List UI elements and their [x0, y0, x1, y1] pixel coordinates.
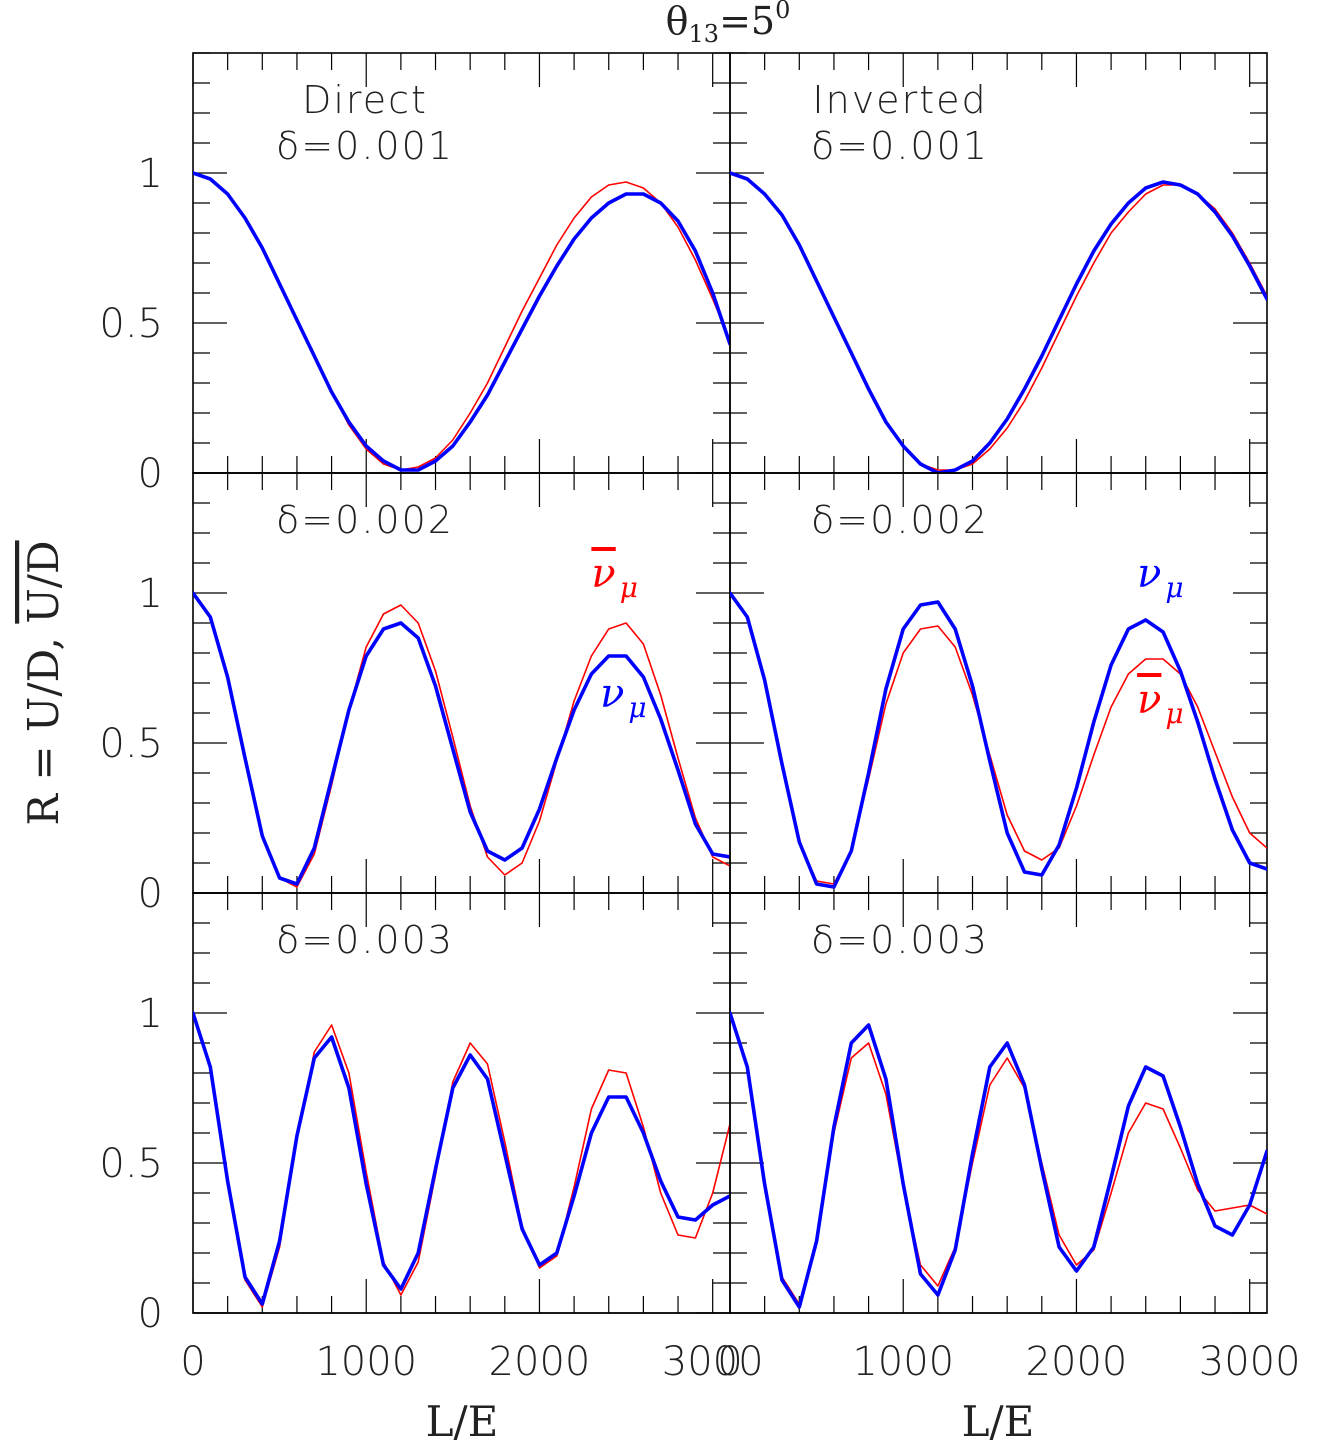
- series-line-nu-mu: [193, 171, 730, 472]
- delta-label: δ=0.002: [276, 498, 454, 542]
- panel-frame: [192, 52, 731, 474]
- title-theta: θ: [666, 0, 689, 43]
- series-line-nubar-mu: [730, 172, 1267, 471]
- series-line-nubar-mu: [730, 592, 1267, 885]
- y-tick-label: 0: [138, 1291, 163, 1337]
- x-tick-label: 1000: [852, 1339, 954, 1385]
- x-tick-label: 0: [717, 1339, 742, 1385]
- x-tick-label: 2000: [1026, 1339, 1128, 1385]
- y-axis-label-bar: U/D: [19, 540, 68, 623]
- panel-frame: [192, 892, 731, 1314]
- panel-2-1: 0 1000 2000 3000 δ=0.003: [717, 892, 1301, 1385]
- delta-label: δ=0.003: [276, 918, 454, 962]
- y-tick-label: 0: [138, 451, 163, 497]
- delta-label: δ=0.001: [276, 124, 454, 168]
- x-tick-label: 1000: [315, 1339, 417, 1385]
- series-line-nu-mu: [730, 591, 1267, 889]
- y-axis-label: R = U/D, U/D: [19, 540, 68, 825]
- panel-1-1: δ=0.002 ν μ ν μ: [729, 472, 1268, 894]
- x-tick-label: 0: [180, 1339, 205, 1385]
- series-line-nu-mu: [193, 1011, 730, 1306]
- y-tick-label: 1: [138, 991, 163, 1037]
- series-line-nubar-mu: [193, 172, 730, 471]
- figure-title: θ13=50: [666, 0, 791, 48]
- series-line-nubar-mu: [193, 592, 730, 888]
- x-axis-label-right: L/E: [962, 1397, 1035, 1446]
- series-line-nu-mu: [730, 171, 1267, 473]
- y-tick-label: 1: [138, 571, 163, 617]
- panel-2-0: 0 0.5 1 0 1000 2000 3000 δ=0.003: [99, 892, 764, 1385]
- delta-label: δ=0.001: [811, 124, 989, 168]
- title-equals: =5: [719, 0, 775, 43]
- title-superscript: 0: [775, 0, 790, 24]
- svg-text:R = U/D, U/D: R = U/D, U/D: [19, 540, 68, 825]
- title-subscript: 13: [689, 20, 720, 48]
- series-line-nu-mu: [730, 1011, 1267, 1309]
- series-line-nu-mu: [193, 591, 730, 886]
- delta-label: δ=0.002: [811, 498, 989, 542]
- panel-1-0: 0 0.5 1 δ=0.002 ν μ ν μ: [99, 472, 731, 917]
- x-tick-label: 2000: [489, 1339, 591, 1385]
- x-tick-label: 3000: [662, 1339, 764, 1385]
- hierarchy-label: Direct: [302, 78, 428, 122]
- y-tick-label: 0.5: [99, 1141, 163, 1187]
- y-tick-label: 0: [138, 871, 163, 917]
- panel-frame: [729, 52, 1268, 474]
- y-axis-label-main: R = U/D,: [19, 624, 68, 826]
- panel-frame: [192, 472, 731, 894]
- delta-label: δ=0.003: [811, 918, 989, 962]
- panel-grid: 00.51Directδ=0.001Invertedδ=0.00100.51δ=…: [99, 52, 1301, 1385]
- x-tick-label: 3000: [1199, 1339, 1301, 1385]
- y-tick-label: 0.5: [99, 721, 163, 767]
- y-tick-label: 1: [138, 151, 163, 197]
- hierarchy-label: Inverted: [812, 78, 987, 122]
- y-tick-label: 0.5: [99, 301, 163, 347]
- x-axis-label-left: L/E: [426, 1397, 499, 1446]
